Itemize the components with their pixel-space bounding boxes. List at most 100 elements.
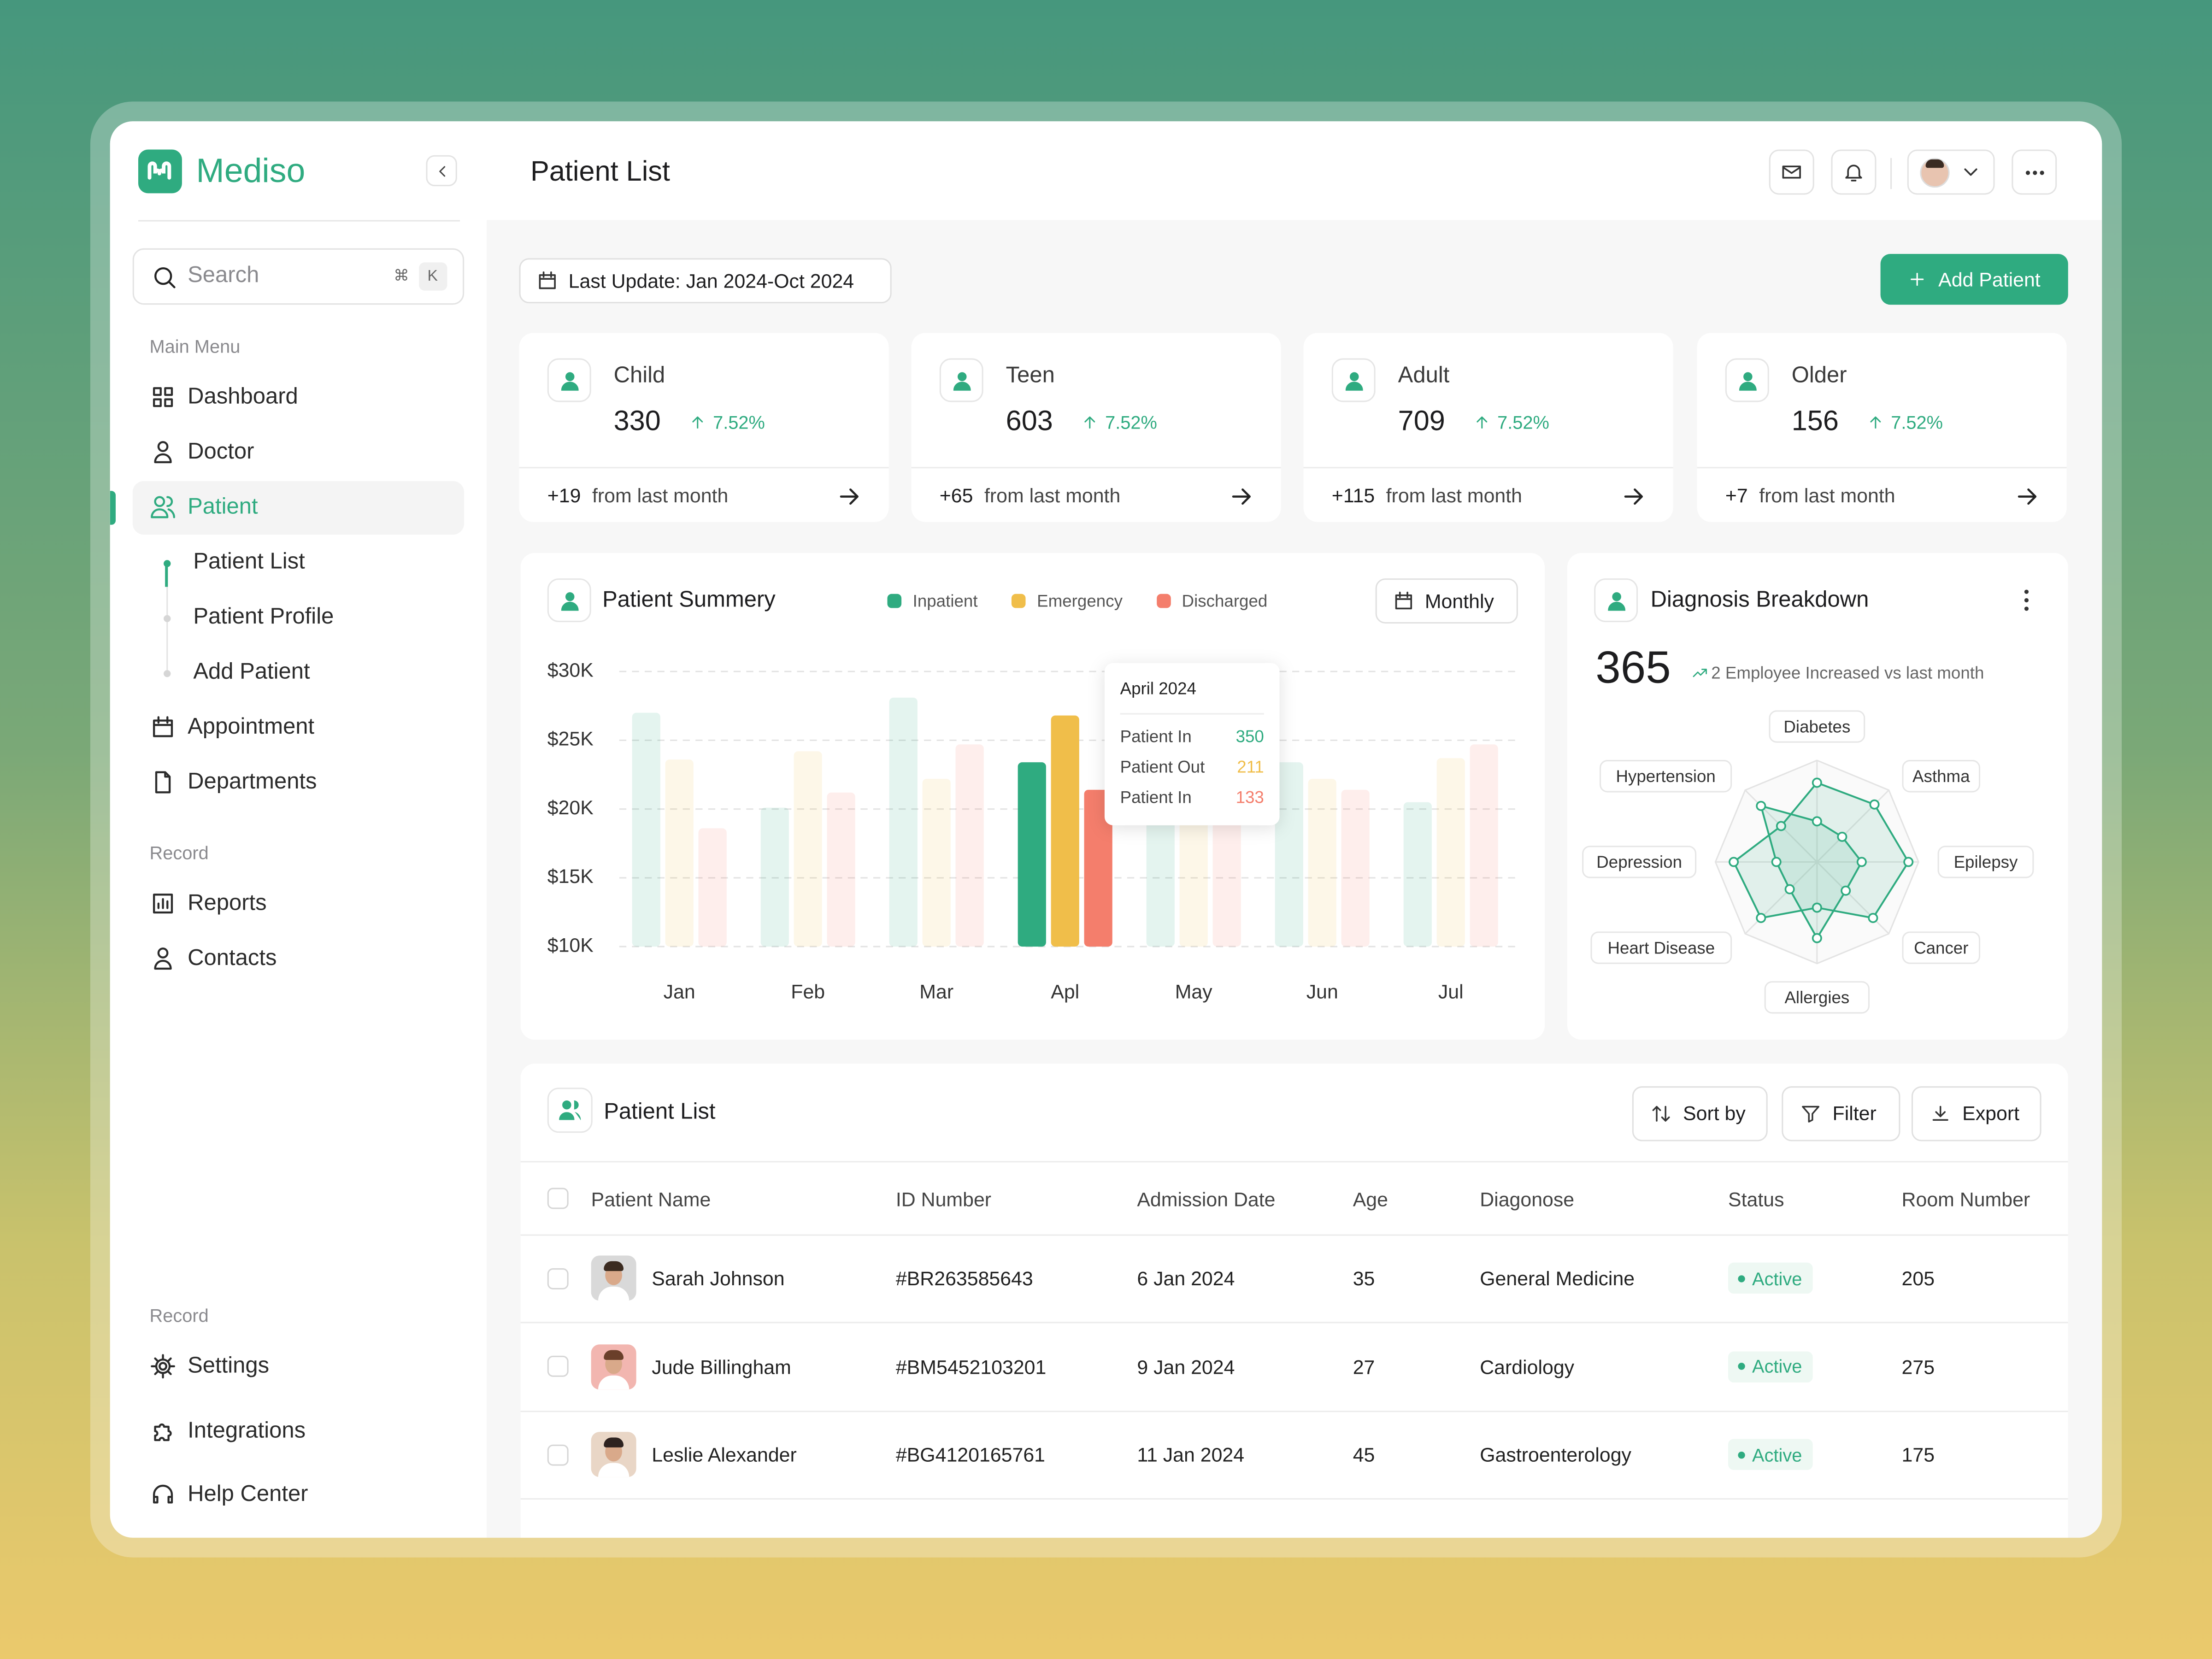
stat-divider: [519, 467, 889, 469]
table-cell: 9 Jan 2024: [1137, 1355, 1235, 1378]
menu-item[interactable]: [133, 481, 464, 535]
stat-change-value: 7.52%: [1105, 411, 1157, 433]
icon-shape: [1607, 591, 1625, 610]
bar: [794, 751, 822, 947]
icon-tile: [547, 1088, 593, 1133]
bar: [1179, 795, 1208, 947]
active-item-bg: [132, 481, 465, 535]
table-action-button[interactable]: Filter: [1782, 1086, 1900, 1141]
stat-label: Child: [613, 364, 665, 388]
radar-axis: [1816, 861, 1889, 935]
table-divider: [520, 1410, 2068, 1412]
table-action-button[interactable]: Export: [1911, 1086, 2041, 1141]
menu-item[interactable]: [133, 1340, 464, 1394]
checkbox[interactable]: [547, 1444, 569, 1465]
radar-point: [1837, 831, 1847, 842]
menu-item-label: Help Center: [188, 1483, 308, 1507]
checkbox[interactable]: [547, 1267, 569, 1289]
chart-title: Diagnosis Breakdown: [1650, 588, 1869, 612]
bar: [889, 697, 918, 947]
legend-entry: Discharged: [1156, 591, 1267, 611]
profile-button[interactable]: [1907, 149, 1995, 195]
patient-avatar: [591, 1432, 636, 1477]
bell-button[interactable]: [1831, 149, 1877, 195]
icon: [1911, 273, 1924, 286]
icon-shape: [151, 1354, 175, 1379]
shortcut-key: K: [427, 268, 438, 285]
avatar-hair: [604, 1261, 624, 1271]
last-update-button[interactable]: Last Update: Jan 2024-Oct 2024: [519, 258, 892, 304]
icon-tile: [1725, 358, 1769, 402]
icon-shape: [153, 1484, 173, 1504]
table-cell: 45: [1353, 1443, 1375, 1466]
tooltip-title: April 2024: [1120, 679, 1196, 698]
mail-button[interactable]: [1769, 149, 1814, 195]
menu-item-label: Settings: [188, 1354, 270, 1378]
menu-item[interactable]: [133, 932, 464, 986]
stat-change-value: 7.52%: [713, 411, 765, 433]
stat-divider: [911, 467, 1281, 469]
stat-change: 7.52%: [689, 411, 765, 432]
menu-item[interactable]: [133, 877, 464, 931]
chart-total: 365: [1595, 641, 1671, 693]
more-button[interactable]: [2012, 149, 2057, 195]
legend-entry: Emergency: [1012, 591, 1123, 611]
menu-item[interactable]: [133, 426, 464, 479]
icon-shape: [1911, 273, 1924, 286]
icon: [560, 591, 578, 610]
icon: [151, 496, 175, 518]
table-cell: 175: [1901, 1443, 1935, 1466]
icon: [153, 1484, 173, 1504]
table-divider: [520, 1234, 2068, 1236]
stat-delta: +65: [939, 484, 973, 506]
y-tick-label: $20K: [547, 797, 594, 819]
radar-point: [1869, 799, 1880, 810]
stat-value-row: 156 7.52%: [1792, 404, 1943, 441]
card-menu-button[interactable]: [2014, 584, 2037, 618]
stat-value: 709: [1398, 406, 1445, 437]
icon: [560, 371, 578, 390]
y-tick-label: $25K: [547, 728, 594, 750]
bar-chart-card: Patient Summery Inpatient Emergency Dischar…: [520, 553, 1545, 1040]
radar-point: [1856, 857, 1867, 867]
stat-link[interactable]: [1617, 480, 1650, 513]
stat-value-row: 709 7.52%: [1398, 404, 1549, 441]
column-header: Admission Date: [1137, 1188, 1276, 1211]
radar-label-pill: [1769, 710, 1865, 743]
table-cell: 27: [1353, 1355, 1375, 1378]
stat-link[interactable]: [832, 480, 866, 513]
submenu-item-label: Patient Profile: [193, 605, 334, 629]
checkbox[interactable]: [547, 1188, 569, 1209]
radar-label-pill: [1582, 846, 1697, 878]
bar: [1436, 758, 1465, 947]
menu-item-label: Integrations: [188, 1418, 306, 1443]
stat-delta-text: from last month: [1759, 484, 1895, 506]
table-title: Patient List: [604, 1100, 716, 1124]
icon-shape: [1932, 1106, 1948, 1121]
icon-tile: [547, 358, 591, 402]
icon-tile: [1331, 358, 1376, 402]
bar: [665, 759, 694, 947]
search-box[interactable]: Search ⌘ K: [132, 248, 465, 305]
submenu-dot: [163, 559, 170, 567]
radar-chart-card: Diagnosis Breakdown 365 2 Employee Increas…: [1567, 553, 2068, 1040]
legend-swatch: [887, 594, 902, 608]
logo-mark: [138, 149, 182, 194]
legend-swatch: [1156, 594, 1171, 608]
x-tick-label: Mar: [919, 981, 953, 1003]
collapse-button[interactable]: [426, 155, 457, 187]
stat-link[interactable]: [1224, 480, 1258, 513]
stat-link[interactable]: [2010, 480, 2044, 513]
shortcut-key-box: K: [419, 262, 447, 291]
menu-item-label: Dashboard: [188, 385, 298, 409]
period-button[interactable]: Monthly: [1375, 578, 1518, 624]
icon: [1607, 591, 1625, 610]
stat-change: 7.52%: [1473, 411, 1549, 432]
add-patient-button[interactable]: Add Patient: [1880, 254, 2068, 305]
checkbox[interactable]: [547, 1355, 569, 1377]
menu-item[interactable]: [133, 371, 464, 424]
table-action-button[interactable]: Sort by: [1632, 1086, 1768, 1141]
icon: [1871, 416, 1882, 428]
submenu-line-active: [165, 561, 168, 587]
bar: [1403, 802, 1432, 947]
